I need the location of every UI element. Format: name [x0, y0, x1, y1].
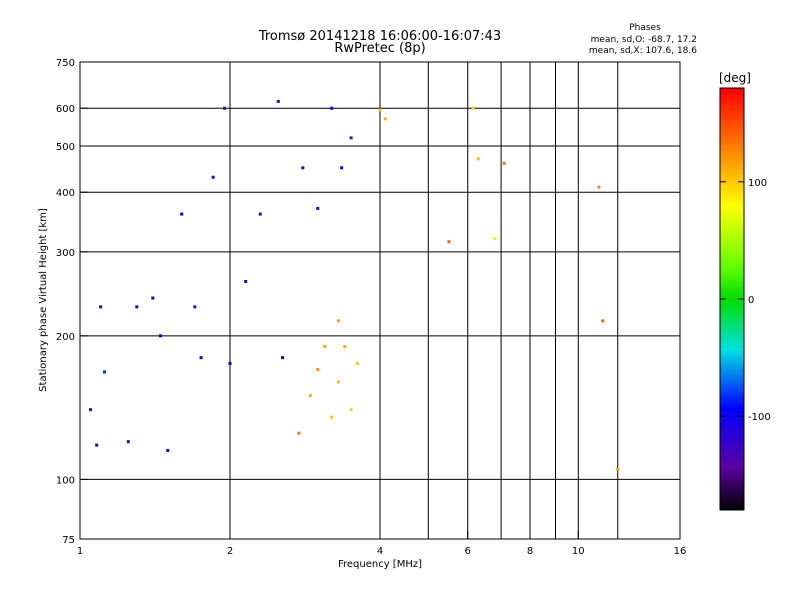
data-point-1: [471, 106, 475, 110]
colorbar-tick-label: 0: [748, 295, 754, 306]
data-point-0: [89, 408, 93, 412]
data-point-0: [126, 440, 130, 444]
y-tick-label: 500: [56, 142, 75, 153]
data-point-1: [378, 108, 382, 112]
data-point-0: [276, 99, 280, 103]
data-point-0: [95, 443, 99, 447]
y-tick-label: 600: [56, 104, 75, 115]
data-point-0: [316, 206, 320, 210]
data-point-0: [193, 305, 197, 309]
data-point-0: [199, 356, 203, 360]
y-tick-label: 400: [56, 188, 75, 199]
data-point-0: [211, 175, 215, 179]
stats-title: Phases: [629, 23, 661, 33]
colorbar-tick-label: -100: [748, 412, 771, 423]
stats-line-x: mean, sd,X: 107.6, 18.6: [589, 46, 697, 56]
data-point-1: [597, 185, 601, 189]
data-point-0: [228, 361, 232, 365]
data-point-0: [99, 305, 103, 309]
data-point-1: [383, 117, 387, 121]
data-point-1: [297, 431, 301, 435]
data-point-1: [601, 319, 605, 323]
x-tick-label: 1: [77, 546, 83, 557]
y-tick-label: 300: [56, 248, 75, 259]
data-point-1: [355, 361, 359, 365]
data-points: [89, 99, 620, 471]
data-point-1: [330, 415, 334, 419]
chart-title: Tromsø 20141218 16:06:00-16:07:43: [258, 29, 501, 44]
data-point-0: [301, 166, 305, 170]
x-tick-label: 6: [465, 546, 471, 557]
data-point-0: [349, 136, 353, 140]
data-point-0: [223, 106, 227, 110]
data-point-0: [281, 356, 285, 360]
data-point-1: [349, 408, 353, 412]
y-tick-label: 750: [56, 58, 75, 69]
x-tick-label: 16: [674, 546, 687, 557]
colorbar-tick-label: 100: [748, 178, 767, 189]
data-point-1: [493, 236, 497, 240]
data-point-0: [166, 448, 170, 452]
y-tick-label: 200: [56, 332, 75, 343]
x-tick-label: 8: [527, 546, 533, 557]
colorbar-ticks: 100 0 -100: [720, 178, 771, 423]
x-tick-label: 10: [572, 546, 585, 557]
data-point-0: [180, 212, 184, 216]
data-point-1: [336, 319, 340, 323]
y-axis-ticks: 75 100 200 300 400 500 600 750: [56, 58, 88, 546]
x-tick-label: 4: [377, 546, 383, 557]
x-tick-label: 2: [227, 546, 233, 557]
data-point-0: [135, 305, 139, 309]
data-point-0: [151, 296, 155, 300]
data-point-0: [103, 370, 107, 374]
data-point-1: [316, 367, 320, 371]
y-axis-label: Stationary phase Virtual Height [km]: [38, 208, 49, 392]
data-point-0: [330, 106, 334, 110]
data-point-0: [244, 279, 248, 283]
grid-lines: [80, 62, 680, 539]
data-point-1: [502, 161, 506, 165]
x-axis-label: Frequency [MHz]: [338, 559, 422, 570]
data-point-1: [308, 393, 312, 397]
data-point-1: [616, 467, 620, 471]
data-point-1: [323, 344, 327, 348]
data-point-0: [258, 212, 262, 216]
data-point-1: [343, 344, 347, 348]
stats-line-o: mean, sd,O: -68.7, 17.2: [591, 35, 697, 45]
y-tick-label: 100: [56, 475, 75, 486]
data-point-1: [336, 380, 340, 384]
data-point-0: [340, 166, 344, 170]
colorbar-label: [deg]: [719, 71, 751, 85]
data-point-1: [476, 157, 480, 161]
data-point-0: [158, 334, 162, 338]
chart-subtitle: RwPretec (8p): [334, 41, 425, 56]
x-axis-ticks: 1 2 4 6 8 10 16: [77, 531, 687, 557]
data-point-1: [447, 240, 451, 244]
y-tick-label: 75: [62, 535, 75, 546]
